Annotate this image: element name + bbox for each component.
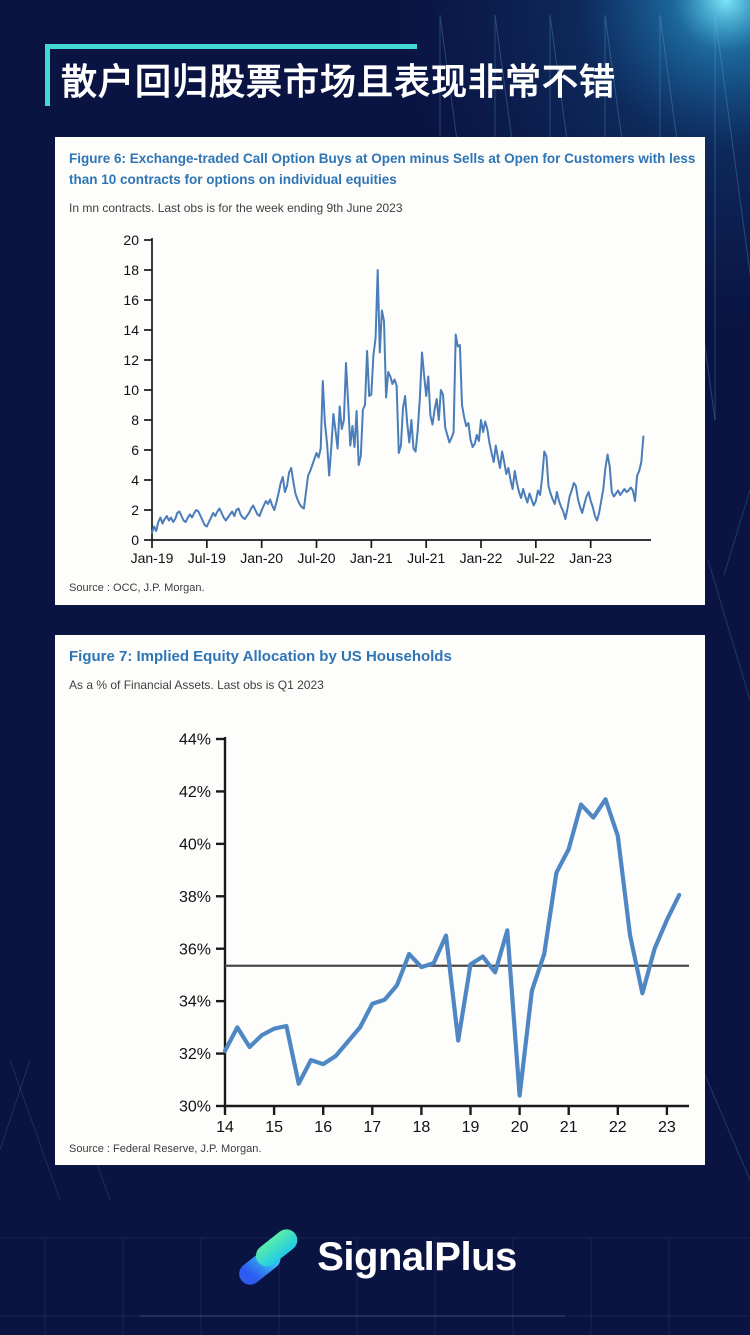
corner-glow-bright: [576, 0, 750, 150]
svg-text:Jul-20: Jul-20: [297, 550, 335, 566]
svg-text:Jan-21: Jan-21: [350, 550, 393, 566]
figure6-source: Source : OCC, J.P. Morgan.: [69, 582, 205, 594]
svg-text:40%: 40%: [179, 836, 211, 853]
figure7-subtitle: As a % of Financial Assets. Last obs is …: [69, 678, 324, 692]
figure6-card: Figure 6: Exchange-traded Call Option Bu…: [55, 137, 705, 605]
svg-text:38%: 38%: [179, 889, 211, 906]
brand-logo: SignalPlus: [233, 1222, 517, 1292]
svg-text:23: 23: [658, 1119, 676, 1136]
svg-text:2: 2: [131, 502, 139, 518]
signalplus-wave-icon: [239, 1229, 298, 1285]
accent-left-bar: [45, 44, 50, 106]
svg-text:19: 19: [462, 1119, 480, 1136]
svg-text:Jan-19: Jan-19: [131, 550, 174, 566]
svg-text:Jul-21: Jul-21: [407, 550, 445, 566]
svg-text:30%: 30%: [179, 1099, 211, 1116]
svg-text:0: 0: [131, 532, 139, 548]
brand-name: SignalPlus: [317, 1234, 517, 1279]
svg-text:20: 20: [123, 232, 139, 248]
figure7-source: Source : Federal Reserve, J.P. Morgan.: [69, 1143, 262, 1155]
svg-text:44%: 44%: [179, 732, 211, 749]
svg-text:36%: 36%: [179, 941, 211, 958]
figure6-title: Figure 6: Exchange-traded Call Option Bu…: [69, 148, 696, 190]
figure6-title-line2: than 10 contracts for options on individ…: [69, 172, 397, 187]
svg-text:12: 12: [123, 352, 139, 368]
svg-text:10: 10: [123, 382, 139, 398]
svg-text:18: 18: [413, 1119, 431, 1136]
accent-top-line: [45, 44, 417, 49]
svg-text:6: 6: [131, 442, 139, 458]
svg-text:21: 21: [560, 1119, 578, 1136]
svg-text:Jan-23: Jan-23: [569, 550, 612, 566]
svg-text:Jul-22: Jul-22: [517, 550, 555, 566]
svg-text:17: 17: [363, 1119, 381, 1136]
figure6-title-line1: Figure 6: Exchange-traded Call Option Bu…: [69, 151, 696, 166]
svg-text:15: 15: [265, 1119, 283, 1136]
svg-text:14: 14: [123, 322, 139, 338]
svg-text:20: 20: [511, 1119, 529, 1136]
svg-text:16: 16: [123, 292, 139, 308]
svg-text:32%: 32%: [179, 1046, 211, 1063]
svg-text:14: 14: [216, 1119, 234, 1136]
svg-text:4: 4: [131, 472, 139, 488]
figure7-title-line1: Figure 7: Implied Equity Allocation by U…: [69, 648, 452, 665]
svg-text:Jan-20: Jan-20: [240, 550, 283, 566]
svg-text:16: 16: [314, 1119, 332, 1136]
figure7-title: Figure 7: Implied Equity Allocation by U…: [69, 646, 691, 667]
figure6-line-chart: 0 2 4 6 8 10 12 14 16 18 20 Jan-19 Jul-19 Jan-20 Jul-2…: [123, 232, 651, 566]
figure7-card: Figure 7: Implied Equity Allocation by U…: [55, 635, 705, 1165]
figure7-line-chart: 30% 32% 34% 36% 38% 40% 42% 44% 14 15 16 17 18 19 20 21…: [179, 732, 689, 1136]
bottom-grid: [0, 1237, 750, 1335]
figure6-subtitle: In mn contracts. Last obs is for the wee…: [69, 201, 403, 215]
svg-text:34%: 34%: [179, 994, 211, 1011]
svg-text:18: 18: [123, 262, 139, 278]
svg-text:Jul-19: Jul-19: [188, 550, 226, 566]
svg-text:42%: 42%: [179, 784, 211, 801]
page-title: 散户回归股票市场且表现非常不错: [61, 62, 617, 103]
svg-text:22: 22: [609, 1119, 627, 1136]
svg-text:8: 8: [131, 412, 139, 428]
svg-text:Jan-22: Jan-22: [460, 550, 503, 566]
